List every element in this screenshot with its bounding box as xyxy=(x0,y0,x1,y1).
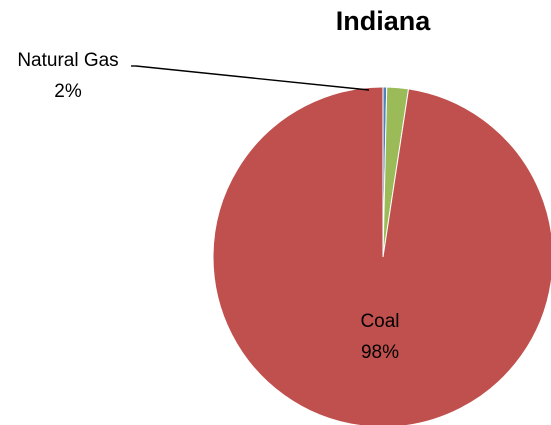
natural-gas-label: Natural Gas xyxy=(17,50,118,71)
coal-label: Coal xyxy=(360,311,399,332)
pie-slices xyxy=(212,86,551,425)
pie-slice-coal xyxy=(212,86,551,425)
natural-gas-percent: 2% xyxy=(54,81,82,102)
natural-gas-leader-line xyxy=(135,65,370,91)
coal-percent: 98% xyxy=(361,342,399,363)
chart-title: Indiana xyxy=(336,6,431,36)
